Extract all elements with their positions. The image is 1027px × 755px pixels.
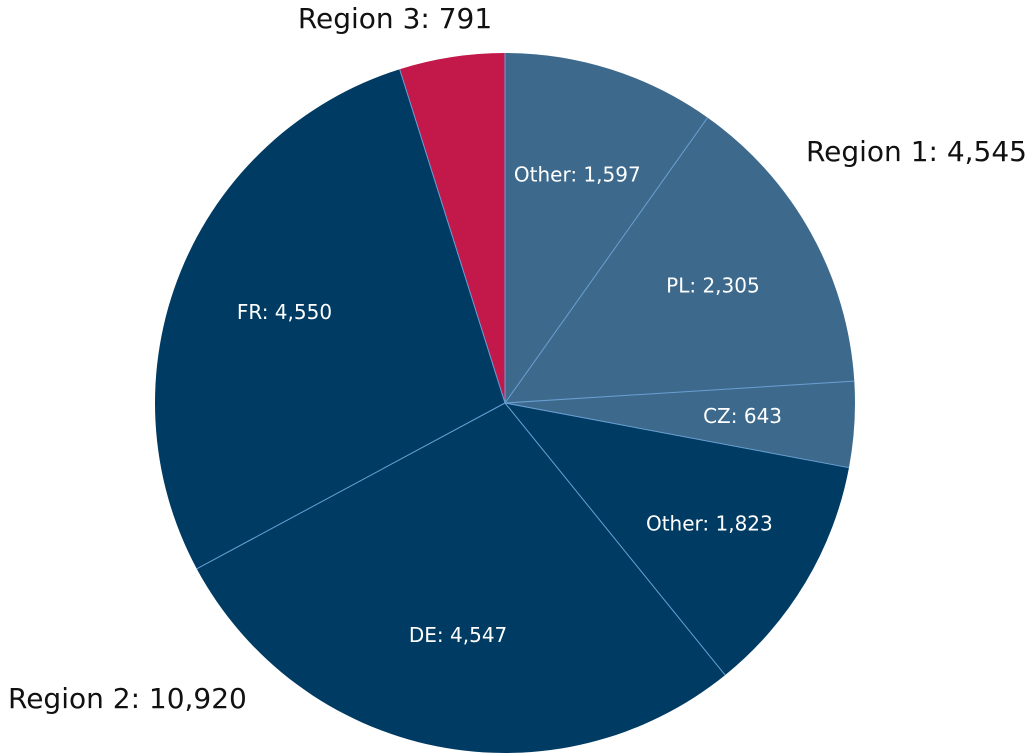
- slice-label: PL: 2,305: [666, 274, 760, 298]
- pie-slice: [505, 53, 708, 403]
- slice-separator: [399, 69, 506, 404]
- slice-separator: [504, 402, 726, 676]
- pie-slice: [505, 117, 855, 403]
- slice-separator: [504, 117, 708, 404]
- group-label: Region 1: 4,545: [806, 135, 1027, 168]
- slice-label: DE: 4,547: [409, 623, 507, 647]
- slice-label: Other: 1,823: [646, 512, 773, 536]
- slice-label: CZ: 643: [703, 404, 782, 428]
- slice-separator: [504, 380, 855, 404]
- pie-slice: [505, 403, 849, 676]
- pie-slice: [399, 53, 505, 403]
- slice-separator: [504, 402, 850, 469]
- slice-label: FR: 4,550: [237, 300, 332, 324]
- group-label: Region 3: 791: [298, 2, 492, 35]
- slice-label: Other: 1,597: [514, 163, 641, 187]
- pie-slice: [155, 69, 505, 569]
- slice-separator: [196, 402, 506, 570]
- pie-slice: [196, 403, 726, 753]
- pie-slice: [505, 381, 855, 468]
- group-label: Region 2: 10,920: [8, 682, 247, 715]
